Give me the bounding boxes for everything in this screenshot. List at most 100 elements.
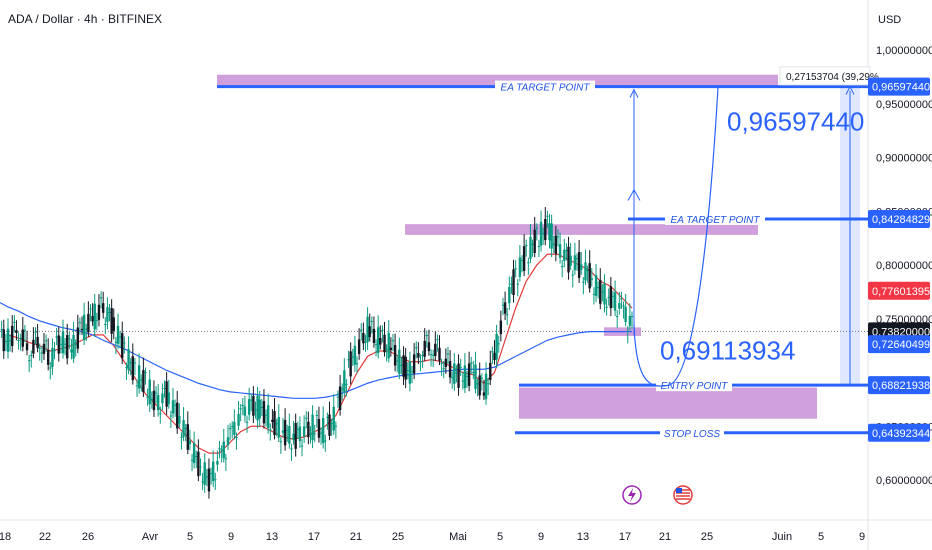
- candle-body: [25, 343, 29, 351]
- candle-body: [431, 354, 435, 356]
- candle-body: [95, 319, 99, 321]
- candle-body: [201, 481, 204, 483]
- candle-body: [228, 428, 232, 430]
- candle-body: [391, 340, 395, 342]
- candle-body: [224, 458, 228, 460]
- candle-body: [296, 428, 299, 430]
- candle-body: [324, 440, 327, 442]
- candle-body: [258, 399, 261, 419]
- candle-body: [334, 425, 338, 427]
- x-tick-label: 5: [187, 531, 193, 543]
- candle-body: [461, 380, 464, 382]
- candle-body: [374, 344, 378, 346]
- candle-body: [121, 333, 124, 359]
- candle-body: [264, 414, 268, 416]
- candle-body: [622, 305, 625, 307]
- candle-body: [241, 404, 244, 406]
- x-tick-label: 17: [619, 531, 631, 543]
- candle-body: [169, 415, 173, 417]
- measure-label-box: [779, 66, 871, 86]
- candle-body: [21, 329, 25, 347]
- candle-body: [245, 421, 249, 423]
- candle-body: [370, 320, 374, 322]
- candle-body: [137, 365, 141, 389]
- candle-body: [288, 425, 291, 444]
- lightning-bolt: [628, 488, 636, 502]
- candle-body: [167, 392, 170, 405]
- candle-body: [87, 313, 90, 333]
- candle-body: [131, 356, 134, 381]
- candle-body: [520, 260, 524, 262]
- candle-body: [453, 363, 456, 384]
- currency-label[interactable]: USD: [878, 14, 902, 26]
- x-tick-label: 9: [859, 531, 865, 543]
- candle-body: [406, 370, 409, 372]
- candle-body: [4, 340, 8, 342]
- candle-body: [457, 363, 460, 388]
- candle-body: [459, 367, 462, 369]
- candle-body: [40, 352, 44, 354]
- candle-body: [163, 387, 166, 389]
- candle-body: [247, 399, 251, 415]
- candle-body: [624, 306, 627, 322]
- candle-body: [493, 352, 496, 361]
- candle-body: [601, 291, 604, 293]
- candle-body: [70, 349, 73, 353]
- candle-body: [470, 362, 473, 364]
- candle-body: [408, 361, 412, 384]
- candle-body: [89, 308, 92, 310]
- candle-body: [552, 243, 555, 245]
- candle-body: [611, 295, 615, 297]
- candle-body: [351, 356, 354, 358]
- candle-body: [165, 381, 168, 407]
- candle-body: [239, 408, 242, 410]
- candle-body: [19, 338, 22, 340]
- candle-body: [544, 219, 547, 241]
- candle-body: [135, 385, 139, 387]
- candle-body: [330, 423, 333, 425]
- candle-body: [376, 327, 380, 354]
- candle-body: [345, 383, 348, 385]
- candle-body: [451, 377, 454, 379]
- candle-body: [104, 324, 107, 326]
- price-tag-blue: [868, 335, 930, 354]
- candle-body: [486, 383, 490, 385]
- candle-body: [603, 283, 606, 305]
- candle-body: [427, 342, 431, 352]
- y-tick-label: 0,95000000: [876, 99, 932, 111]
- candle-body: [125, 366, 128, 368]
- candle-body: [618, 303, 621, 309]
- candle-body: [478, 375, 481, 396]
- level-price-tag-text: 0,84284829: [872, 214, 930, 226]
- annotations: 0,27153704 (39,29% 0,96597440 0,69113934: [622, 66, 879, 505]
- candle-body: [349, 351, 352, 377]
- candle-body: [17, 340, 20, 342]
- candle-body: [186, 424, 189, 450]
- candle-body: [571, 274, 574, 276]
- candle-body: [112, 317, 115, 331]
- candle-body: [580, 264, 583, 271]
- candle-body: [360, 329, 363, 331]
- candle-body: [410, 371, 414, 373]
- candle-body: [281, 430, 285, 433]
- candle-body: [118, 336, 122, 338]
- candle-body: [467, 363, 471, 386]
- candle-body: [554, 235, 558, 254]
- candle-body: [448, 361, 452, 378]
- candle-body: [332, 406, 335, 431]
- candle-body: [269, 429, 272, 431]
- candle-body: [199, 466, 202, 468]
- candle-body: [184, 428, 187, 430]
- candle-body: [2, 329, 5, 352]
- candle-body: [27, 360, 31, 362]
- candle-body: [508, 286, 511, 304]
- candle-body: [266, 405, 270, 429]
- candle-body: [59, 343, 63, 345]
- candle-body: [379, 337, 382, 345]
- candle-body: [159, 413, 162, 415]
- candle-body: [91, 316, 94, 322]
- candle-body: [140, 379, 143, 381]
- x-tick-label: 17: [308, 531, 320, 543]
- candle-body: [156, 394, 160, 411]
